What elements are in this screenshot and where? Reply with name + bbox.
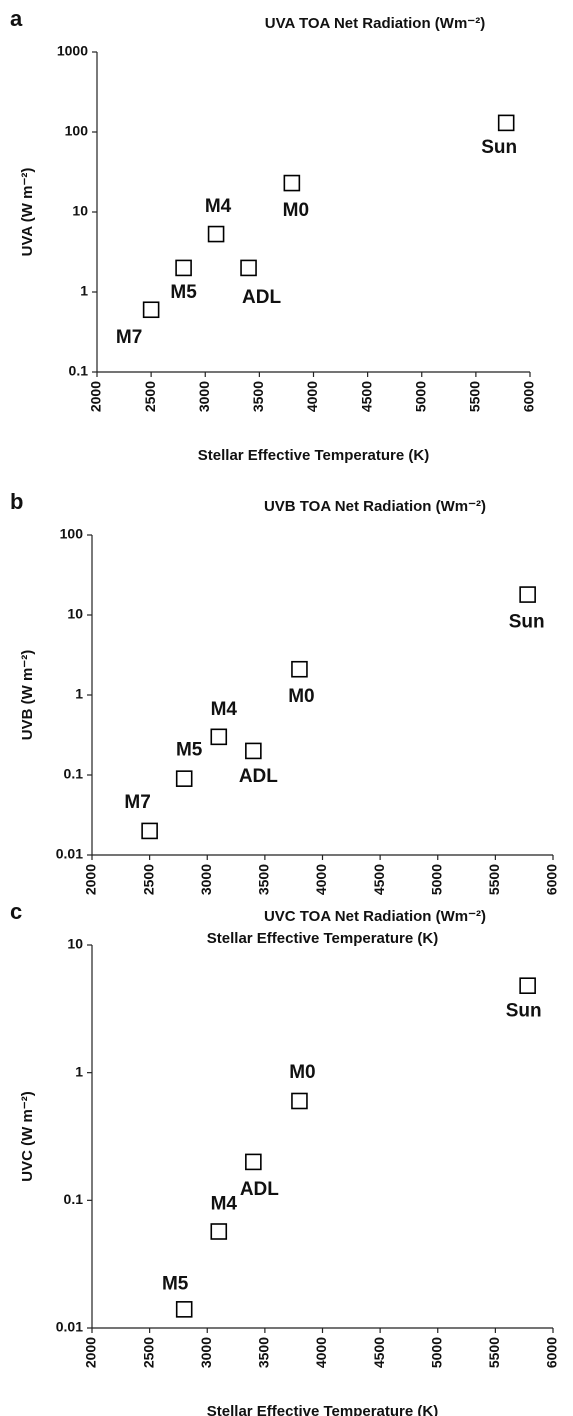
y-tick-label: 1 [75, 686, 83, 702]
y-tick-label: 1 [80, 283, 88, 299]
point-label: M5 [176, 740, 203, 761]
x-tick-label: 4500 [358, 381, 374, 412]
x-tick-label: 3500 [256, 864, 272, 895]
marker [245, 742, 262, 760]
y-tick-label: 0.1 [69, 363, 89, 379]
x-axis-label: Stellar Effective Temperature (K) [207, 1403, 438, 1416]
x-tick-label: 5500 [467, 381, 483, 412]
marker [497, 114, 515, 132]
x-tick-label: 3500 [250, 381, 266, 412]
y-tick-label: 1000 [57, 43, 88, 59]
marker [291, 660, 308, 678]
marker [141, 822, 158, 840]
marker [245, 1153, 262, 1171]
marker [240, 259, 257, 277]
panel-letter: b [10, 489, 23, 514]
x-tick-label: 2000 [83, 1337, 99, 1368]
marker [175, 1301, 193, 1318]
point-label: ADL [240, 1179, 279, 1200]
chart-title: UVA TOA Net Radiation (Wm⁻²) [265, 15, 485, 32]
y-tick-label: 100 [60, 526, 84, 542]
x-tick-label: 2000 [88, 381, 104, 412]
x-tick-label: 6000 [544, 1337, 560, 1368]
point-label: M5 [162, 1273, 189, 1294]
point-label: Sun [509, 612, 545, 633]
x-tick-label: 5000 [412, 381, 428, 412]
x-tick-label: 2000 [83, 864, 99, 895]
y-tick-label: 100 [65, 123, 89, 139]
x-tick-label: 4000 [304, 381, 320, 412]
point-label: M0 [288, 686, 314, 707]
marker [283, 174, 301, 192]
x-tick-label: 3500 [256, 1337, 272, 1368]
point-label: M7 [116, 327, 142, 348]
point-label: M0 [289, 1062, 315, 1083]
y-tick-label: 10 [67, 606, 83, 622]
x-tick-label: 5500 [486, 1337, 502, 1368]
x-tick-label: 5000 [428, 864, 444, 895]
x-tick-label: 4000 [313, 864, 329, 895]
point-label: Sun [506, 1001, 542, 1022]
point-label: M0 [283, 200, 309, 221]
y-tick-label: 10 [67, 936, 83, 952]
y-tick-label: 0.01 [56, 846, 83, 862]
x-tick-label: 2500 [140, 1337, 156, 1368]
x-tick-label: 5500 [486, 864, 502, 895]
y-tick-label: 0.01 [56, 1319, 83, 1335]
x-axis-label: Stellar Effective Temperature (K) [207, 930, 438, 947]
chart-title: UVB TOA Net Radiation (Wm⁻²) [264, 498, 486, 515]
y-tick-label: 0.1 [64, 1191, 84, 1207]
x-tick-label: 6000 [521, 381, 537, 412]
x-tick-label: 6000 [544, 864, 560, 895]
panel-letter: a [10, 6, 23, 31]
point-label: M4 [205, 196, 232, 217]
point-label: Sun [481, 137, 517, 158]
y-axis-label: UVC (W m⁻²) [19, 1091, 36, 1181]
y-tick-label: 1 [75, 1063, 83, 1079]
x-tick-label: 5000 [428, 1337, 444, 1368]
x-tick-label: 4500 [371, 864, 387, 895]
x-tick-label: 2500 [142, 381, 158, 412]
marker [210, 1223, 228, 1240]
y-tick-label: 10 [72, 203, 88, 219]
point-label: M4 [211, 699, 238, 720]
x-tick-label: 3000 [198, 864, 214, 895]
point-label: ADL [242, 287, 281, 308]
x-axis-label: Stellar Effective Temperature (K) [198, 447, 429, 464]
chart-title: UVC TOA Net Radiation (Wm⁻²) [264, 908, 486, 925]
x-tick-label: 4500 [371, 1337, 387, 1368]
y-tick-label: 0.1 [64, 766, 84, 782]
marker [207, 225, 225, 243]
point-label: M7 [124, 792, 150, 813]
point-label: M4 [211, 1194, 238, 1215]
y-axis-label: UVA (W m⁻²) [19, 168, 36, 257]
point-label: ADL [239, 766, 278, 787]
x-tick-label: 4000 [313, 1337, 329, 1368]
marker [175, 770, 193, 787]
marker [210, 728, 228, 746]
y-axis-label: UVB (W m⁻²) [19, 650, 36, 740]
panel-letter: c [10, 899, 22, 924]
marker [142, 301, 160, 319]
x-tick-label: 3000 [198, 1337, 214, 1368]
marker [291, 1092, 308, 1110]
marker [175, 259, 192, 277]
point-label: M5 [170, 282, 197, 303]
x-tick-label: 2500 [140, 864, 156, 895]
x-tick-label: 3000 [196, 381, 212, 412]
marker [519, 977, 536, 994]
marker [519, 586, 536, 603]
